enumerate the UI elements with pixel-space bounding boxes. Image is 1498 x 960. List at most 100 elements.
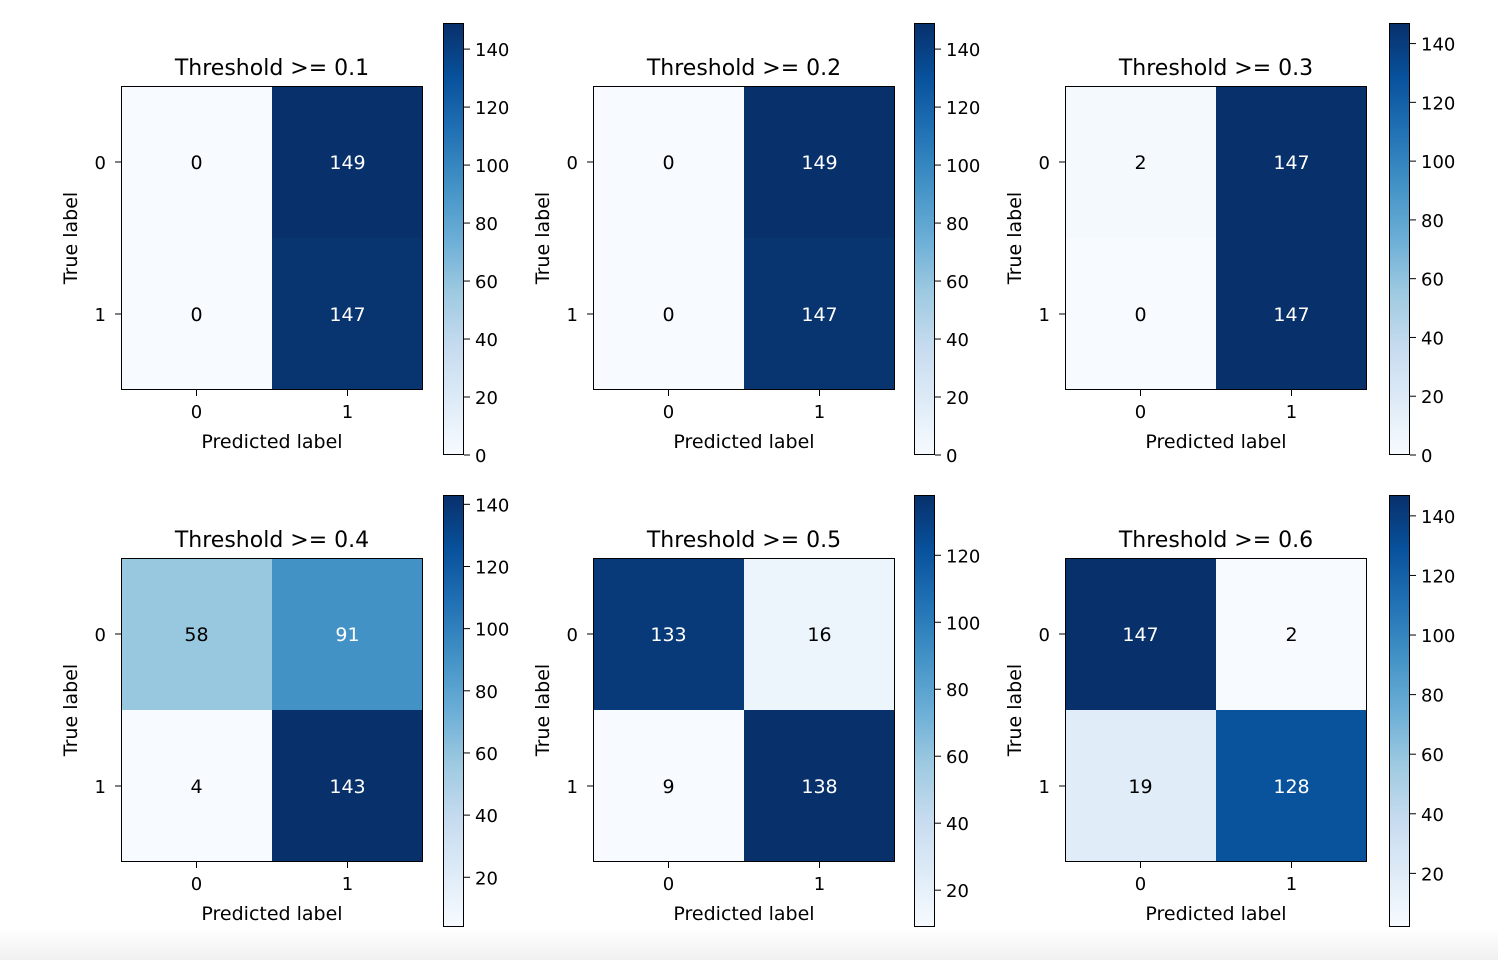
- y-axis-label: True label: [1004, 664, 1026, 757]
- x-tick-label: 1: [342, 402, 353, 423]
- colorbar-tick-label: 80: [1421, 686, 1444, 707]
- colorbar-tick-label: 100: [475, 156, 509, 177]
- cell-value-label: 147: [1273, 152, 1309, 174]
- chart-title: Threshold >= 0.3: [1118, 56, 1313, 81]
- matrix-cell: [1216, 558, 1367, 710]
- x-tick-label: 1: [1286, 402, 1297, 423]
- cell-value-label: 147: [1273, 304, 1309, 326]
- colorbar-tick-label: 140: [475, 40, 509, 61]
- colorbar-tick-label: 140: [1421, 35, 1455, 56]
- matrix-cell: [744, 86, 895, 238]
- colorbar-tick-label: 120: [475, 98, 509, 119]
- colorbar-tick-label: 40: [475, 330, 498, 351]
- cell-value-label: 58: [184, 624, 208, 646]
- colorbar-tick-label: 40: [1421, 328, 1444, 349]
- x-tick-label: 0: [663, 874, 674, 895]
- colorbar-fill: [1389, 23, 1410, 455]
- colorbar-tick-label: 40: [946, 814, 969, 835]
- cell-value-label: 19: [1128, 776, 1152, 798]
- matrix-cell: [1216, 238, 1367, 390]
- colorbar-tick-label: 60: [475, 744, 498, 765]
- colorbar-tick-label: 140: [1421, 507, 1455, 528]
- colorbar-frame: [914, 23, 935, 455]
- y-tick-label: 1: [1039, 777, 1050, 798]
- colorbar-fill: [914, 495, 935, 927]
- colorbar-tick-label: 100: [1421, 152, 1455, 173]
- colorbar-tick-label: 20: [946, 881, 969, 902]
- cell-value-label: 0: [662, 304, 674, 326]
- colorbar-tick-label: 140: [475, 495, 509, 516]
- colorbar-frame: [1389, 495, 1410, 927]
- x-tick-label: 1: [814, 402, 825, 423]
- colorbar-tick-label: 40: [475, 806, 498, 827]
- colorbar-tick-label: 100: [946, 156, 980, 177]
- chart-title: Threshold >= 0.5: [646, 528, 841, 553]
- matrix-cell: [1065, 710, 1216, 862]
- matrix-cell: [1216, 86, 1367, 238]
- colorbar-fill: [914, 23, 935, 455]
- cell-value-label: 4: [190, 776, 202, 798]
- colorbar-tick-label: 0: [475, 446, 486, 467]
- x-tick-label: 0: [191, 874, 202, 895]
- y-tick-label: 0: [95, 625, 106, 646]
- y-tick-label: 1: [567, 777, 578, 798]
- matrix-cell: [272, 86, 423, 238]
- plot-frame: [1065, 86, 1367, 390]
- colorbar-frame: [1389, 23, 1410, 455]
- chart-title: Threshold >= 0.1: [174, 56, 369, 81]
- cell-value-label: 2: [1134, 152, 1146, 174]
- colorbar-tick-label: 20: [475, 388, 498, 409]
- matrix-cell: [1065, 86, 1216, 238]
- colorbar-frame: [443, 495, 464, 927]
- cell-value-label: 147: [1122, 624, 1158, 646]
- cell-value-label: 147: [801, 304, 837, 326]
- cell-value-label: 9: [662, 776, 674, 798]
- matrix-cell: [593, 86, 744, 238]
- y-axis-label: True label: [532, 192, 554, 285]
- colorbar-fill: [443, 495, 464, 927]
- matrix-cell: [272, 238, 423, 390]
- matrix-cell: [1065, 238, 1216, 390]
- colorbar-tick-label: 120: [475, 557, 509, 578]
- colorbar-tick-label: 60: [946, 272, 969, 293]
- x-axis-label: Predicted label: [673, 903, 814, 925]
- colorbar-tick-label: 100: [946, 613, 980, 634]
- matrix-cell: [121, 238, 272, 390]
- colorbar-tick-label: 20: [1421, 864, 1444, 885]
- x-tick-label: 1: [342, 874, 353, 895]
- x-axis-label: Predicted label: [1145, 431, 1286, 453]
- colorbar-tick-label: 40: [1421, 805, 1444, 826]
- cell-value-label: 149: [329, 152, 365, 174]
- colorbar-tick-label: 80: [475, 214, 498, 235]
- plot-frame: [1065, 558, 1367, 862]
- y-axis-label: True label: [60, 192, 82, 285]
- cell-value-label: 91: [335, 624, 359, 646]
- chart-title: Threshold >= 0.2: [646, 56, 841, 81]
- cell-value-label: 2: [1285, 624, 1297, 646]
- matrix-cell: [744, 238, 895, 390]
- colorbar-frame: [443, 23, 464, 455]
- matrix-cell: [593, 558, 744, 710]
- x-tick-label: 1: [814, 874, 825, 895]
- colorbar-fill: [1389, 495, 1410, 927]
- cell-value-label: 0: [1134, 304, 1146, 326]
- colorbar: 20 40 60 80 100 120 140: [1389, 495, 1455, 927]
- plot-frame: [121, 558, 423, 862]
- y-tick-label: 0: [1039, 153, 1050, 174]
- colorbar-tick-label: 100: [1421, 626, 1455, 647]
- colorbar-tick-label: 80: [946, 680, 969, 701]
- cell-value-label: 147: [329, 304, 365, 326]
- colorbar-tick-label: 0: [946, 446, 957, 467]
- colorbar-tick-label: 20: [946, 388, 969, 409]
- y-tick-label: 0: [567, 625, 578, 646]
- chart-title: Threshold >= 0.4: [174, 528, 369, 553]
- x-tick-label: 0: [1135, 874, 1146, 895]
- cell-value-label: 133: [650, 624, 686, 646]
- colorbar-tick-label: 100: [475, 620, 509, 641]
- colorbar-tick-label: 20: [1421, 387, 1444, 408]
- colorbar-frame: [914, 495, 935, 927]
